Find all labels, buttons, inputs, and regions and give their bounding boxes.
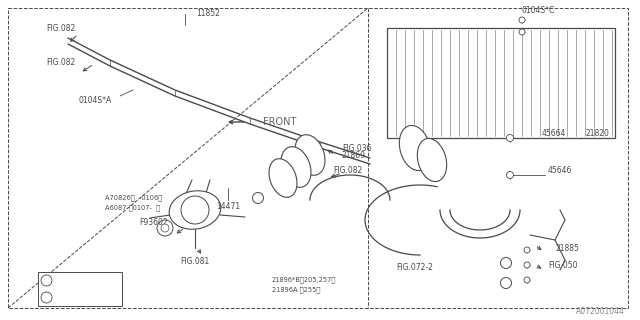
Circle shape [524,262,530,268]
Text: FIG.082: FIG.082 [333,165,362,174]
Text: 45646: 45646 [548,165,572,174]
Bar [38,272,122,306]
Text: 0104S*A: 0104S*A [78,95,111,105]
Text: 21869: 21869 [341,150,365,159]
Circle shape [524,277,530,283]
Ellipse shape [399,125,431,171]
Text: 11852: 11852 [196,9,220,18]
Text: FIG.072-2: FIG.072-2 [397,263,433,273]
Text: A6087 ＜0107-  ＞: A6087 ＜0107- ＞ [105,205,160,211]
Text: 2: 2 [44,294,49,300]
Circle shape [519,17,525,23]
Text: 2: 2 [504,260,508,266]
Circle shape [506,172,513,179]
Circle shape [181,196,209,224]
Circle shape [157,220,173,236]
Text: FIG.082: FIG.082 [46,58,76,67]
Ellipse shape [269,159,297,197]
Text: A70826＜  -0106＞: A70826＜ -0106＞ [105,195,163,201]
Ellipse shape [169,191,221,229]
Text: 0104S*B: 0104S*B [74,293,107,302]
Circle shape [500,258,511,268]
Text: 2: 2 [504,280,508,286]
Text: F93602: F93602 [140,218,168,227]
Circle shape [500,277,511,289]
Bar [387,28,615,138]
Text: 21896A ＜255＞: 21896A ＜255＞ [272,287,321,293]
Text: 21885: 21885 [556,244,580,252]
Circle shape [41,275,52,286]
Text: 21896*B＜205,257＞: 21896*B＜205,257＞ [272,277,337,283]
Text: FIG.081: FIG.081 [180,258,210,267]
Text: 1: 1 [44,277,49,284]
Text: FRONT: FRONT [263,117,296,127]
Text: 14471: 14471 [216,202,240,211]
Text: F98402: F98402 [76,276,104,285]
Ellipse shape [417,139,447,181]
Text: 1: 1 [256,195,260,201]
Text: 21820: 21820 [585,129,609,138]
Text: FIG.050: FIG.050 [548,261,577,270]
Text: 45664: 45664 [542,129,566,138]
Text: 0104S*C: 0104S*C [522,5,556,14]
Ellipse shape [281,147,311,187]
Ellipse shape [295,135,325,175]
Text: FIG.082: FIG.082 [46,23,76,33]
Circle shape [161,224,169,232]
Text: A072001044: A072001044 [576,308,625,316]
Circle shape [41,292,52,303]
Text: FIG.036: FIG.036 [342,143,371,153]
Circle shape [506,134,513,141]
Circle shape [253,193,264,204]
Circle shape [519,29,525,35]
Circle shape [524,247,530,253]
